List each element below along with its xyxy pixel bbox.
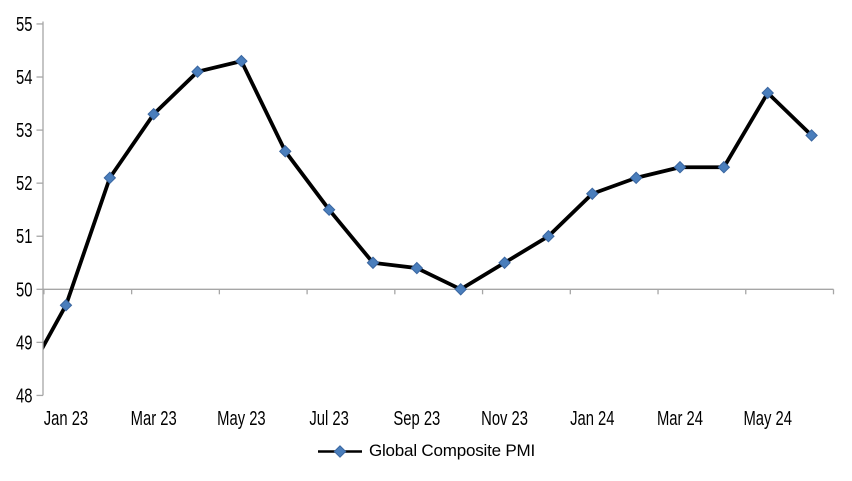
pmi-marker: [366, 256, 380, 270]
pmi-marker: [147, 107, 160, 121]
pmi-line: [43, 59, 814, 350]
pmi-marker: [717, 160, 731, 174]
pmi-marker: [673, 160, 687, 174]
pmi-marker: [322, 203, 336, 217]
legend-marker-icon: [317, 444, 362, 458]
y-tick-label: 53: [16, 119, 32, 142]
y-tick-label: 48: [16, 384, 33, 407]
x-tick-label: May 23: [217, 407, 266, 430]
y-tick-label: 50: [16, 278, 33, 301]
y-tick-label: 55: [16, 13, 33, 36]
pmi-marker: [278, 145, 292, 158]
pmi-marker: [629, 171, 643, 185]
pmi-marker: [805, 129, 818, 142]
pmi-marker: [103, 171, 117, 185]
legend: Global Composite PMI: [0, 440, 852, 462]
x-tick-label: Jan 23: [44, 407, 88, 430]
pmi-marker: [761, 86, 775, 100]
pmi-marker: [410, 261, 424, 275]
x-tick-label: May 24: [743, 407, 792, 430]
pmi-marker: [498, 256, 511, 270]
x-tick-label: Mar 23: [131, 407, 177, 430]
x-tick-label: Nov 23: [481, 407, 528, 430]
y-tick-label: 49: [16, 331, 32, 354]
pmi-marker: [585, 187, 599, 201]
pmi-marker: [235, 54, 248, 68]
pmi-marker: [542, 229, 555, 243]
series-global-composite-pmi: [43, 54, 818, 350]
y-tick-label: 51: [16, 225, 32, 248]
legend-label: Global Composite PMI: [368, 441, 536, 460]
pmi-marker: [454, 282, 468, 296]
x-tick-label: Sep 23: [393, 407, 440, 430]
x-tick-label: Jul 23: [309, 407, 348, 430]
y-tick-label: 52: [16, 172, 32, 195]
x-tick-label: Mar 24: [657, 407, 703, 430]
pmi-marker: [59, 298, 73, 312]
pmi-marker: [191, 65, 204, 79]
y-tick-label: 54: [16, 66, 33, 89]
x-tick-label: Jan 24: [570, 407, 615, 430]
